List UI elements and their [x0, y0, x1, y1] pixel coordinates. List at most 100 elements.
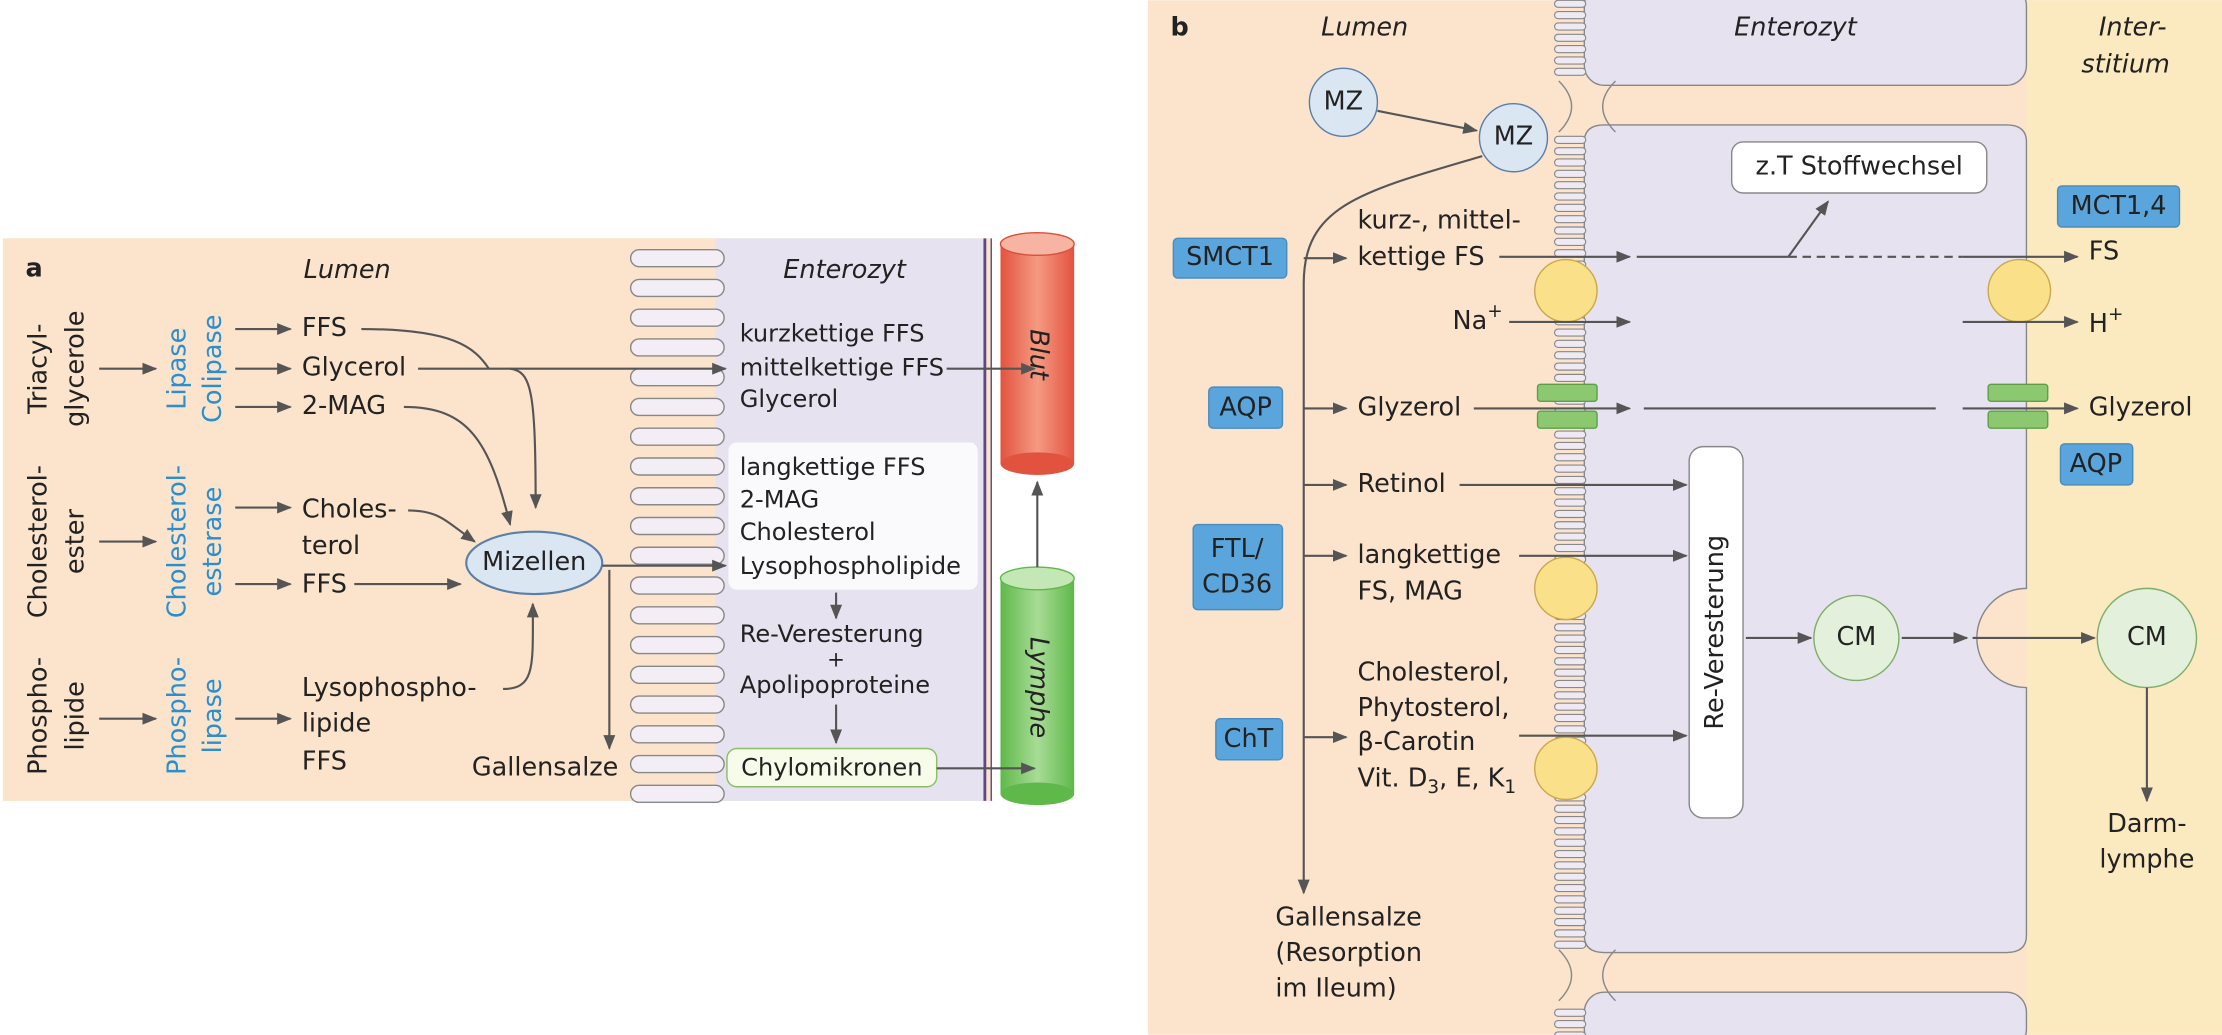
transporter-carrier: [1987, 258, 2052, 323]
enterocyte-item: 2-MAG: [740, 485, 820, 513]
microvillus: [629, 338, 725, 357]
lymph-vessel: [1000, 578, 1075, 794]
chylomicron-label: CM: [2127, 622, 2167, 652]
microvillus: [1553, 33, 1587, 42]
lymph-label: lymphe: [2099, 844, 2194, 874]
substance: Phytosterol,: [1358, 693, 1510, 723]
microvillus: [629, 695, 725, 714]
bile-salts: (Resorption: [1275, 938, 1422, 968]
panel-label: b: [1171, 13, 1189, 43]
enterocyte-item: Lysophospholipide: [740, 552, 961, 580]
substance: kettige FS: [1358, 242, 1485, 272]
reesterification-label: Re-Veresterung: [1700, 535, 1730, 730]
microvillus: [1553, 339, 1587, 349]
microvillus: [1553, 328, 1587, 337]
microvillus: [1553, 56, 1587, 65]
transporter: [1208, 386, 1284, 429]
microvillus: [1553, 713, 1587, 723]
microvillus: [1553, 691, 1587, 700]
microvillus: [1553, 147, 1587, 156]
enterocyte-item: Glycerol: [740, 385, 838, 413]
blood-vessel-top: [999, 231, 1075, 257]
product: lipide: [302, 708, 371, 738]
microvillus: [1553, 11, 1587, 20]
tight-junction: [1602, 80, 1616, 133]
blood-vessel: [1000, 244, 1075, 464]
microvillus: [629, 635, 725, 655]
microvillus: [1553, 861, 1587, 870]
microvillus: [1553, 1020, 1587, 1029]
substance: Retinol: [1358, 469, 1446, 499]
arrow: [509, 367, 542, 510]
microvillus: [629, 546, 725, 565]
enterocyte-item: Cholesterol: [740, 518, 876, 546]
microvillus: [629, 725, 725, 744]
transporter-label: AQP: [1219, 392, 1271, 422]
lymph-label: Darm-: [2107, 809, 2186, 839]
microvillus: [629, 665, 725, 685]
microvillus: [1553, 226, 1587, 235]
region-label: stitium: [2081, 49, 2169, 79]
enzyme: Phospho-: [163, 657, 193, 775]
transporter: [1172, 237, 1288, 279]
microvillus: [1553, 203, 1587, 212]
microvillus: [629, 784, 725, 804]
microvillus: [1553, 487, 1587, 496]
blood-vessel-bottom: [1000, 452, 1075, 475]
transporter-label: AQP: [2070, 449, 2122, 479]
metabolism-label: z.T Stoffwechsel: [1756, 151, 1963, 181]
micelle: [1308, 67, 1379, 138]
process-step: Apolipoproteine: [740, 671, 930, 699]
microvillus: [1553, 1008, 1587, 1017]
ion-base: H: [2089, 309, 2108, 339]
bile-salts: im Ileum): [1275, 973, 1396, 1003]
transporter: [1192, 523, 1284, 611]
panel-b: b Lumen Enterozyt Inter- stitium MZ MZ z…: [1147, 0, 2222, 1035]
panel-a: Blut Lymphe a Lumen Enterozyt Triacyl- g…: [2, 231, 1089, 806]
microvillus: [629, 308, 725, 327]
enzyme: lipase: [198, 678, 228, 753]
microvillus: [1553, 373, 1587, 383]
region-label: Lumen: [1321, 13, 1408, 43]
microvillus: [1553, 521, 1587, 530]
arrow: [1297, 155, 1483, 895]
aquaporin: [1987, 383, 2049, 403]
microvillus: [1553, 441, 1587, 451]
bile-salts: Gallensalze: [472, 752, 618, 782]
microvillus: [629, 754, 725, 774]
region-label: Enterozyt: [1734, 13, 1858, 43]
enzyme: esterase: [198, 487, 228, 597]
micelle-label: MZ: [1324, 86, 1363, 116]
metabolism-box: [1730, 141, 1988, 194]
enterocyte-item: langkettige FFS: [740, 453, 926, 481]
product: FFS: [302, 570, 347, 600]
microvillus: [1553, 351, 1587, 360]
microvillus: [1553, 453, 1587, 462]
lymph-label: Lymphe: [1023, 637, 1053, 738]
microvillus: [1553, 645, 1587, 655]
microvillus: [1553, 22, 1587, 31]
microvillus: [1553, 475, 1587, 485]
substrate: Cholesterol-: [24, 465, 54, 618]
enterocyte-area: [1583, 124, 2028, 954]
microvillus: [1553, 895, 1587, 904]
microvillus: [1553, 849, 1587, 859]
enzyme: Colipase: [198, 315, 228, 423]
substrate: Phospho-: [24, 657, 54, 775]
microvillus: [629, 457, 725, 476]
product: Glycerol: [302, 353, 406, 383]
substance: Glyzerol: [2089, 392, 2193, 422]
micelle: [1478, 103, 1549, 173]
microvillus: [1553, 906, 1587, 915]
microvillus: [1554, 1031, 1587, 1035]
tight-junction: [1558, 949, 1573, 1002]
chylomicron: [1813, 594, 1900, 682]
chylomicron-label: CM: [1836, 622, 1876, 652]
microvillus: [629, 278, 725, 298]
vitamin-sub: 3: [1427, 777, 1439, 798]
microvillus: [1553, 883, 1587, 893]
microvillus: [629, 606, 725, 625]
microvillus: [629, 516, 725, 536]
microvillus: [629, 576, 725, 595]
substance: FS, MAG: [1358, 577, 1463, 607]
